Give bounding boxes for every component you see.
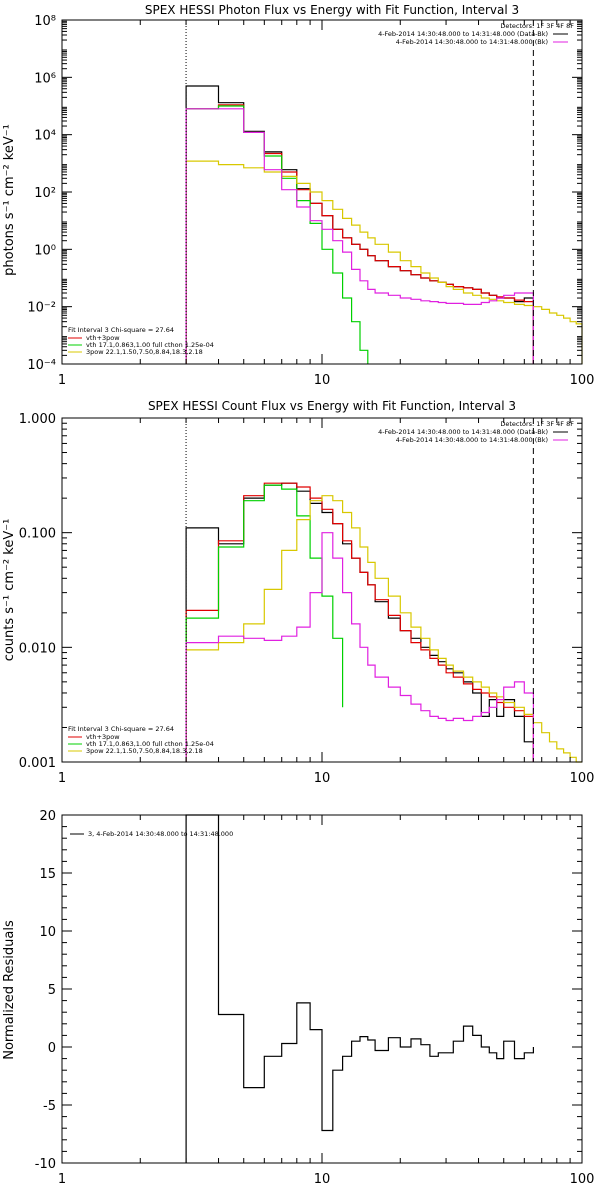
legend-top-entry: 4-Feb-2014 14:30:48.000 to 14:31:48.000 … — [378, 428, 548, 436]
y-tick-label: 0.001 — [19, 756, 56, 771]
legend-bottom-entry: 3pow 22.1,1.50,7.50,8.84,18.3,2.18 — [86, 348, 203, 356]
axis-ticks: 1 10 100 10⁻⁴ 10⁻² 10⁰ 10² 10⁴ 10⁶ 10⁸ — [27, 14, 594, 388]
y-axis-label: counts s⁻¹ cm⁻² keV⁻¹ — [2, 519, 17, 662]
y-tick-label: 10⁻² — [27, 301, 56, 316]
series-line-1 — [185, 104, 534, 364]
x-tick-label: 100 — [570, 373, 595, 388]
y-tick-label: -10 — [35, 1157, 56, 1172]
panel-count-flux: SPEX HESSI Count Flux vs Energy with Fit… — [2, 399, 594, 786]
legend-bottom-entry: vth+3pow — [86, 334, 120, 342]
series-group — [185, 482, 582, 763]
series-line-0 — [185, 814, 534, 1163]
series-line-3 — [185, 160, 583, 364]
y-tick-label: 10⁴ — [34, 129, 56, 144]
legend-bottom-header: Fit Interval 3 Chi-square = 27.64 — [68, 725, 174, 733]
series-line-3 — [185, 495, 582, 763]
legend-bottom-entry: vth 17.1,0.863,1.00 full cthon 1.25e-04 — [86, 740, 214, 748]
y-tick-label: 10 — [39, 925, 56, 940]
legend-top-entry: 4-Feb-2014 14:30:48.000 to 14:31:48.000 … — [396, 436, 548, 444]
legend-top-header: Detectors: 1F 3F 4F 8F — [500, 22, 574, 30]
reference-lines — [185, 20, 534, 364]
y-tick-label: 15 — [39, 867, 56, 882]
series-line-1 — [185, 482, 534, 762]
series-line-4 — [185, 532, 534, 762]
x-tick-label: 100 — [570, 1172, 595, 1187]
panel-residuals: Normalized Residuals 1 10 100 -10 -5 0 5 10 15 20… — [2, 809, 594, 1187]
y-tick-label: 0.100 — [19, 527, 56, 542]
x-tick-label: 100 — [570, 771, 595, 786]
y-tick-label: 1.000 — [19, 412, 56, 427]
axis-ticks: 1 10 100 0.001 0.010 0.100 1.000 — [19, 412, 595, 786]
chart-title: SPEX HESSI Count Flux vs Energy with Fit… — [148, 399, 516, 413]
legend-bottom-entry: 3pow 22.1,1.50,7.50,8.84,18.3,2.18 — [86, 747, 203, 755]
y-tick-label: 5 — [48, 983, 56, 998]
y-axis-label: Normalized Residuals — [2, 920, 17, 1060]
legend-bottom-entry: vth 17.1,0.863,1.00 full cthon 1.25e-04 — [86, 341, 214, 349]
x-tick-label: 10 — [314, 771, 331, 786]
y-tick-label: 10⁰ — [34, 243, 56, 258]
y-tick-label: 20 — [39, 809, 56, 824]
y-tick-label: 10⁻⁴ — [27, 358, 56, 373]
series-line-2 — [185, 105, 369, 364]
y-axis-label: photons s⁻¹ cm⁻² keV⁻¹ — [2, 124, 17, 276]
legend-bottom-header: Fit Interval 3 Chi-square = 27.64 — [68, 326, 174, 334]
panel-photon-flux: SPEX HESSI Photon Flux vs Energy with Fi… — [2, 3, 594, 388]
x-tick-label: 10 — [314, 373, 331, 388]
y-tick-label: 0.010 — [19, 641, 56, 656]
reference-lines — [185, 418, 534, 762]
legend-entry: 3, 4-Feb-2014 14:30:48.000 to 14:31:48.0… — [88, 830, 233, 838]
y-tick-label: 0 — [48, 1041, 56, 1056]
y-tick-label: 10⁸ — [34, 14, 56, 29]
series-line-0 — [185, 482, 534, 762]
chart-title: SPEX HESSI Photon Flux vs Energy with Fi… — [145, 3, 519, 17]
x-tick-label: 10 — [314, 1172, 331, 1187]
y-tick-label: -5 — [43, 1099, 56, 1114]
y-tick-label: 10² — [34, 186, 56, 201]
legend-bottom-entry: vth+3pow — [86, 733, 120, 741]
series-group — [185, 85, 583, 364]
y-tick-label: 10⁶ — [34, 71, 56, 86]
series-line-4 — [185, 108, 534, 364]
axis-ticks: 1 10 100 -10 -5 0 5 10 15 20 — [35, 809, 595, 1187]
legend-top-entry: 4-Feb-2014 14:30:48.000 to 14:31:48.000 … — [396, 38, 548, 46]
x-tick-label: 1 — [58, 771, 66, 786]
x-tick-label: 1 — [58, 1172, 66, 1187]
series-line-2 — [185, 484, 344, 762]
series-group — [185, 814, 534, 1163]
x-tick-label: 1 — [58, 373, 66, 388]
legend-top-header: Detectors: 1F 3F 4F 8F — [500, 420, 574, 428]
legend-top-entry: 4-Feb-2014 14:30:48.000 to 14:31:48.000 … — [378, 30, 548, 38]
